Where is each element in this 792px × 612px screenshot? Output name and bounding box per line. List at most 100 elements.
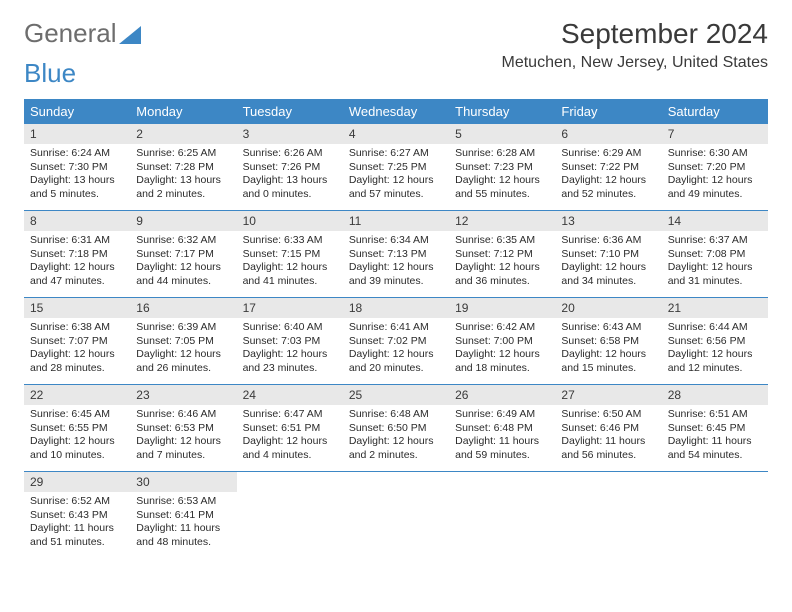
calendar-cell: 12Sunrise: 6:35 AMSunset: 7:12 PMDayligh… [449, 211, 555, 298]
month-title: September 2024 [502, 18, 769, 50]
weekday-header: Monday [130, 99, 236, 124]
calendar-cell: 6Sunrise: 6:29 AMSunset: 7:22 PMDaylight… [555, 124, 661, 211]
day-details: Sunrise: 6:38 AMSunset: 7:07 PMDaylight:… [24, 318, 130, 382]
day-number: 19 [449, 298, 555, 318]
calendar-cell: 26Sunrise: 6:49 AMSunset: 6:48 PMDayligh… [449, 385, 555, 472]
day-number: 28 [662, 385, 768, 405]
calendar-cell-empty [343, 472, 449, 559]
day-details: Sunrise: 6:30 AMSunset: 7:20 PMDaylight:… [662, 144, 768, 208]
day-number: 26 [449, 385, 555, 405]
day-number: 14 [662, 211, 768, 231]
weekday-header: Wednesday [343, 99, 449, 124]
day-details: Sunrise: 6:27 AMSunset: 7:25 PMDaylight:… [343, 144, 449, 208]
day-number: 5 [449, 124, 555, 144]
day-details: Sunrise: 6:37 AMSunset: 7:08 PMDaylight:… [662, 231, 768, 295]
day-number: 25 [343, 385, 449, 405]
day-details: Sunrise: 6:51 AMSunset: 6:45 PMDaylight:… [662, 405, 768, 469]
calendar-row: 8Sunrise: 6:31 AMSunset: 7:18 PMDaylight… [24, 211, 768, 298]
calendar-cell: 1Sunrise: 6:24 AMSunset: 7:30 PMDaylight… [24, 124, 130, 211]
day-number: 17 [237, 298, 343, 318]
day-details: Sunrise: 6:43 AMSunset: 6:58 PMDaylight:… [555, 318, 661, 382]
day-details: Sunrise: 6:40 AMSunset: 7:03 PMDaylight:… [237, 318, 343, 382]
day-number: 30 [130, 472, 236, 492]
day-details: Sunrise: 6:50 AMSunset: 6:46 PMDaylight:… [555, 405, 661, 469]
calendar-cell: 30Sunrise: 6:53 AMSunset: 6:41 PMDayligh… [130, 472, 236, 559]
weekday-header: Friday [555, 99, 661, 124]
day-number: 20 [555, 298, 661, 318]
calendar-cell: 18Sunrise: 6:41 AMSunset: 7:02 PMDayligh… [343, 298, 449, 385]
day-number: 16 [130, 298, 236, 318]
weekday-header: Tuesday [237, 99, 343, 124]
calendar-cell: 28Sunrise: 6:51 AMSunset: 6:45 PMDayligh… [662, 385, 768, 472]
logo-text-1: General [24, 18, 117, 49]
logo: General [24, 18, 141, 49]
calendar-table: Sunday Monday Tuesday Wednesday Thursday… [24, 99, 768, 558]
day-details: Sunrise: 6:25 AMSunset: 7:28 PMDaylight:… [130, 144, 236, 208]
day-number: 11 [343, 211, 449, 231]
day-number: 12 [449, 211, 555, 231]
logo-text-2: Blue [24, 58, 76, 89]
calendar-cell-empty [237, 472, 343, 559]
day-details: Sunrise: 6:31 AMSunset: 7:18 PMDaylight:… [24, 231, 130, 295]
day-number: 18 [343, 298, 449, 318]
calendar-cell: 4Sunrise: 6:27 AMSunset: 7:25 PMDaylight… [343, 124, 449, 211]
day-number: 9 [130, 211, 236, 231]
day-details: Sunrise: 6:33 AMSunset: 7:15 PMDaylight:… [237, 231, 343, 295]
day-details: Sunrise: 6:36 AMSunset: 7:10 PMDaylight:… [555, 231, 661, 295]
calendar-cell-empty [662, 472, 768, 559]
day-number: 21 [662, 298, 768, 318]
weekday-header: Sunday [24, 99, 130, 124]
day-details: Sunrise: 6:46 AMSunset: 6:53 PMDaylight:… [130, 405, 236, 469]
day-details: Sunrise: 6:53 AMSunset: 6:41 PMDaylight:… [130, 492, 236, 556]
calendar-cell-empty [449, 472, 555, 559]
calendar-cell: 25Sunrise: 6:48 AMSunset: 6:50 PMDayligh… [343, 385, 449, 472]
calendar-cell: 16Sunrise: 6:39 AMSunset: 7:05 PMDayligh… [130, 298, 236, 385]
weekday-header: Thursday [449, 99, 555, 124]
logo-sail-icon [119, 26, 141, 44]
day-details: Sunrise: 6:28 AMSunset: 7:23 PMDaylight:… [449, 144, 555, 208]
calendar-cell: 21Sunrise: 6:44 AMSunset: 6:56 PMDayligh… [662, 298, 768, 385]
calendar-cell: 2Sunrise: 6:25 AMSunset: 7:28 PMDaylight… [130, 124, 236, 211]
calendar-row: 22Sunrise: 6:45 AMSunset: 6:55 PMDayligh… [24, 385, 768, 472]
day-details: Sunrise: 6:49 AMSunset: 6:48 PMDaylight:… [449, 405, 555, 469]
calendar-cell: 27Sunrise: 6:50 AMSunset: 6:46 PMDayligh… [555, 385, 661, 472]
weekday-header-row: Sunday Monday Tuesday Wednesday Thursday… [24, 99, 768, 124]
calendar-cell: 5Sunrise: 6:28 AMSunset: 7:23 PMDaylight… [449, 124, 555, 211]
day-number: 3 [237, 124, 343, 144]
calendar-cell: 22Sunrise: 6:45 AMSunset: 6:55 PMDayligh… [24, 385, 130, 472]
day-details: Sunrise: 6:35 AMSunset: 7:12 PMDaylight:… [449, 231, 555, 295]
day-number: 27 [555, 385, 661, 405]
day-number: 22 [24, 385, 130, 405]
day-details: Sunrise: 6:44 AMSunset: 6:56 PMDaylight:… [662, 318, 768, 382]
day-number: 29 [24, 472, 130, 492]
day-details: Sunrise: 6:39 AMSunset: 7:05 PMDaylight:… [130, 318, 236, 382]
calendar-cell: 24Sunrise: 6:47 AMSunset: 6:51 PMDayligh… [237, 385, 343, 472]
calendar-cell: 11Sunrise: 6:34 AMSunset: 7:13 PMDayligh… [343, 211, 449, 298]
day-number: 6 [555, 124, 661, 144]
day-details: Sunrise: 6:24 AMSunset: 7:30 PMDaylight:… [24, 144, 130, 208]
day-details: Sunrise: 6:47 AMSunset: 6:51 PMDaylight:… [237, 405, 343, 469]
calendar-cell: 13Sunrise: 6:36 AMSunset: 7:10 PMDayligh… [555, 211, 661, 298]
calendar-cell-empty [555, 472, 661, 559]
day-number: 10 [237, 211, 343, 231]
calendar-cell: 19Sunrise: 6:42 AMSunset: 7:00 PMDayligh… [449, 298, 555, 385]
calendar-cell: 20Sunrise: 6:43 AMSunset: 6:58 PMDayligh… [555, 298, 661, 385]
calendar-cell: 29Sunrise: 6:52 AMSunset: 6:43 PMDayligh… [24, 472, 130, 559]
day-number: 1 [24, 124, 130, 144]
calendar-cell: 17Sunrise: 6:40 AMSunset: 7:03 PMDayligh… [237, 298, 343, 385]
day-number: 15 [24, 298, 130, 318]
day-number: 4 [343, 124, 449, 144]
calendar-row: 15Sunrise: 6:38 AMSunset: 7:07 PMDayligh… [24, 298, 768, 385]
calendar-cell: 15Sunrise: 6:38 AMSunset: 7:07 PMDayligh… [24, 298, 130, 385]
day-details: Sunrise: 6:26 AMSunset: 7:26 PMDaylight:… [237, 144, 343, 208]
day-details: Sunrise: 6:29 AMSunset: 7:22 PMDaylight:… [555, 144, 661, 208]
day-details: Sunrise: 6:48 AMSunset: 6:50 PMDaylight:… [343, 405, 449, 469]
day-details: Sunrise: 6:34 AMSunset: 7:13 PMDaylight:… [343, 231, 449, 295]
day-number: 23 [130, 385, 236, 405]
day-number: 13 [555, 211, 661, 231]
calendar-cell: 8Sunrise: 6:31 AMSunset: 7:18 PMDaylight… [24, 211, 130, 298]
calendar-row: 29Sunrise: 6:52 AMSunset: 6:43 PMDayligh… [24, 472, 768, 559]
day-number: 8 [24, 211, 130, 231]
calendar-cell: 14Sunrise: 6:37 AMSunset: 7:08 PMDayligh… [662, 211, 768, 298]
day-number: 2 [130, 124, 236, 144]
